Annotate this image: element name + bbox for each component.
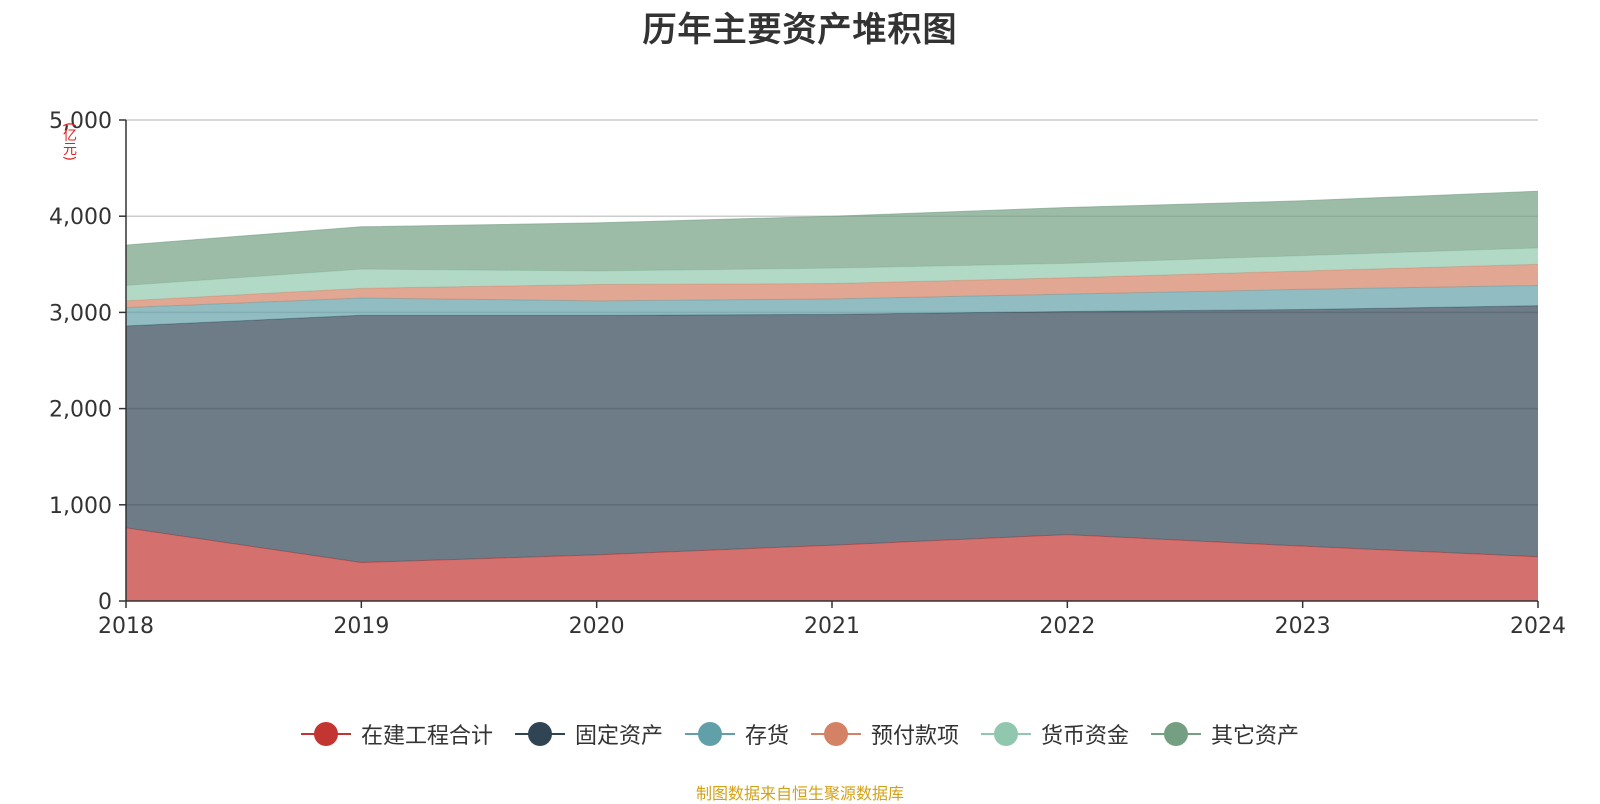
area-series-5[interactable] xyxy=(126,191,1538,286)
x-tick-label: 2023 xyxy=(1275,614,1331,639)
legend: 在建工程合计 固定资产 存货 预付款项 货币资金 其它资产 xyxy=(0,718,1600,750)
area-series-2[interactable] xyxy=(126,285,1538,326)
data-source-note: 制图数据来自恒生聚源数据库 xyxy=(695,784,904,803)
legend-label: 固定资产 xyxy=(574,724,663,749)
y-tick-label: 3,000 xyxy=(49,301,112,326)
legend-item-0[interactable]: 在建工程合计 xyxy=(300,718,493,750)
area-series-group xyxy=(125,190,1539,601)
legend-marker-icon xyxy=(811,722,861,746)
y-tick-label: 0 xyxy=(98,590,112,615)
legend-item-5[interactable]: 其它资产 xyxy=(1151,718,1299,750)
axes: 0 1,000 2,000 3,000 4,000 5,000 2018 2019 2020 20… xyxy=(49,109,1566,639)
area-series-edge-5 xyxy=(125,190,1539,246)
area-series-1[interactable] xyxy=(126,305,1538,563)
chart-title: 历年主要资产堆积图 xyxy=(642,10,958,50)
x-tick-label: 2024 xyxy=(1510,614,1566,639)
legend-marker-icon xyxy=(514,722,565,746)
y-axis-unit: (亿元) xyxy=(61,122,77,161)
legend-label: 在建工程合计 xyxy=(360,724,493,749)
legend-item-4[interactable]: 货币资金 xyxy=(981,718,1129,750)
y-tick-label: 1,000 xyxy=(49,494,112,519)
legend-item-1[interactable]: 固定资产 xyxy=(514,718,663,750)
x-tick-label: 2018 xyxy=(98,614,154,639)
legend-label: 其它资产 xyxy=(1211,724,1300,749)
area-series-4[interactable] xyxy=(126,247,1538,301)
x-tick-label: 2019 xyxy=(333,614,389,639)
legend-label: 货币资金 xyxy=(1041,724,1130,749)
x-tick-label: 2022 xyxy=(1039,614,1095,639)
legend-marker-icon xyxy=(684,722,735,746)
area-series-3[interactable] xyxy=(126,264,1538,308)
y-tick-label: 2,000 xyxy=(49,398,112,423)
x-tick-label: 2020 xyxy=(569,614,625,639)
y-tick-label: 5,000 xyxy=(49,109,112,134)
legend-marker-icon xyxy=(981,722,1032,746)
legend-label: 预付款项 xyxy=(871,724,960,749)
x-tick-label: 2021 xyxy=(804,614,860,639)
area-series-0[interactable] xyxy=(126,527,1538,601)
y-tick-label: 4,000 xyxy=(49,205,112,230)
legend-item-2[interactable]: 存货 xyxy=(684,718,789,750)
legend-label: 存货 xyxy=(744,724,789,749)
legend-marker-icon xyxy=(1151,722,1202,746)
legend-marker-icon xyxy=(300,722,351,746)
legend-item-3[interactable]: 预付款项 xyxy=(811,718,959,750)
